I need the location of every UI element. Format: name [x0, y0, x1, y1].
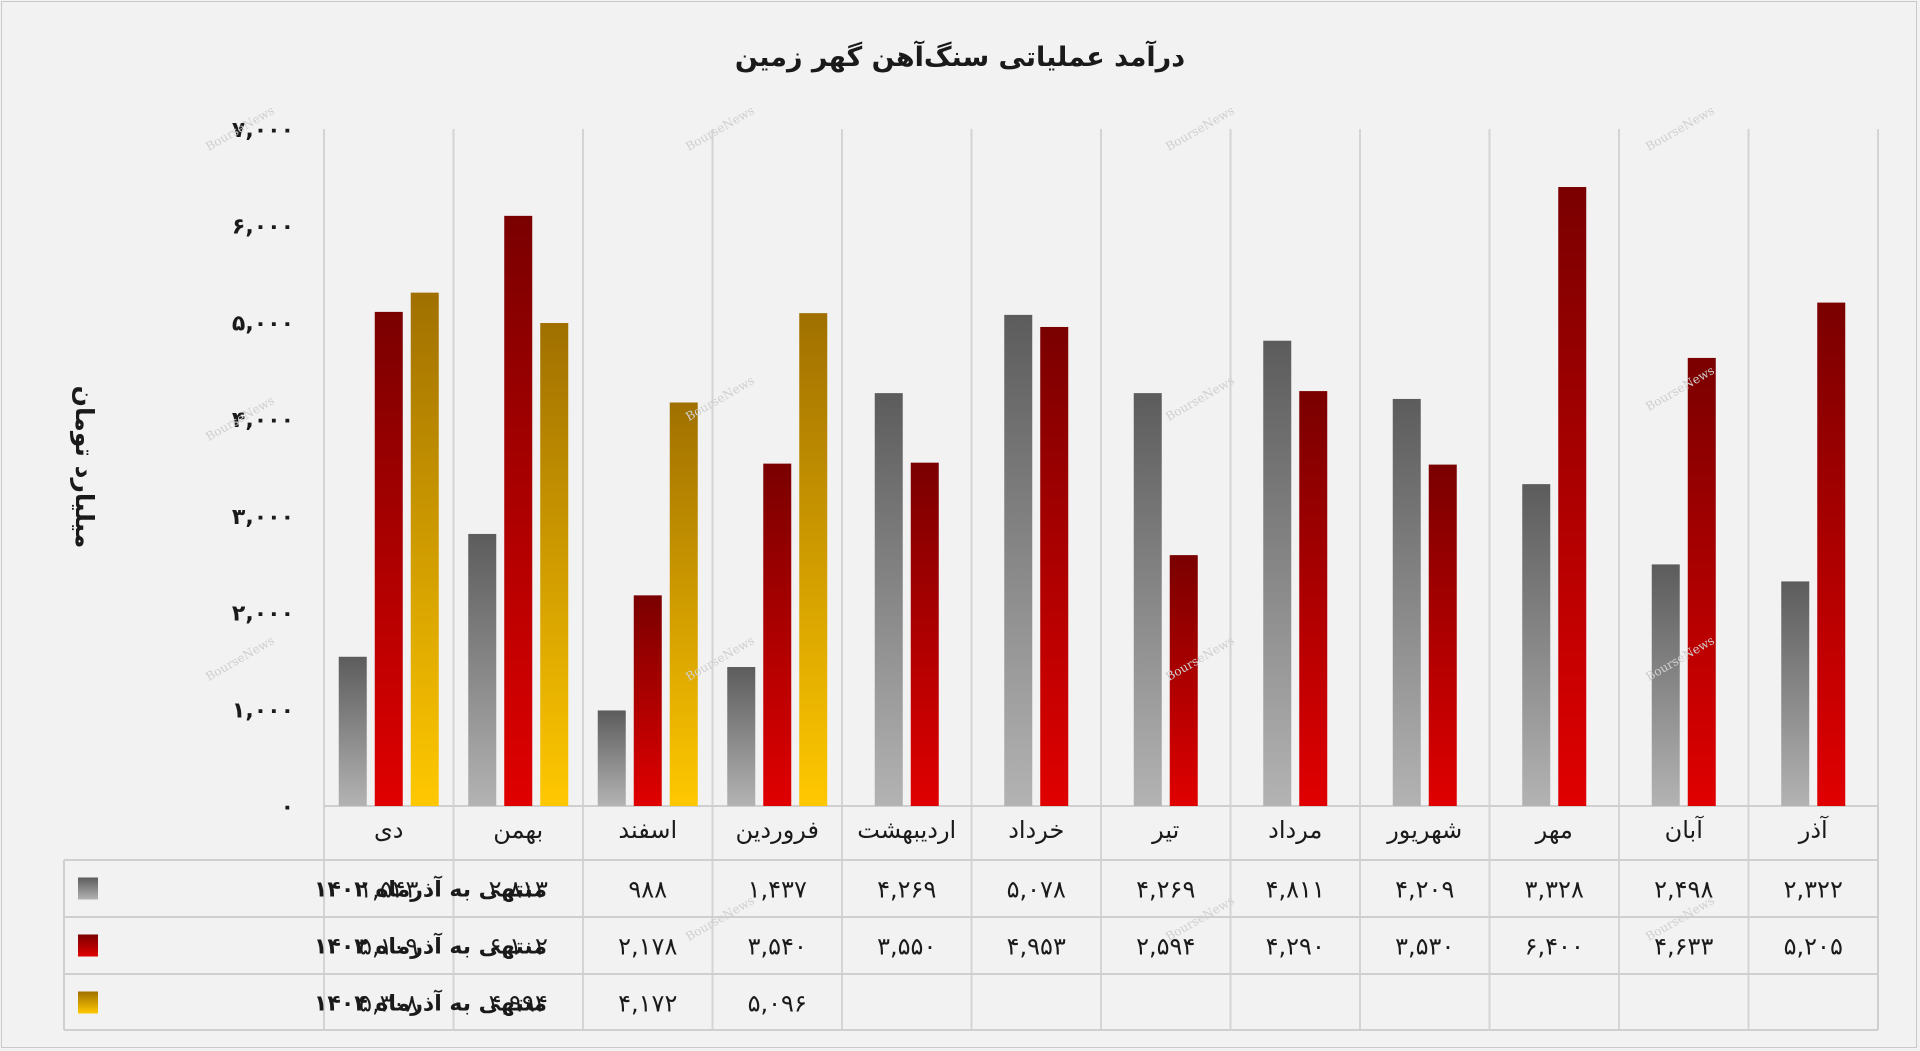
plot-area: ۰ ۱,۰۰۰ ۲,۰۰۰ ۳,۰۰۰ ۴,۰۰۰ ۵,۰۰۰ ۶,۰۰۰ ۷,۰۰۰ Bour…	[203, 103, 1879, 1030]
y-tick-label: ۱,۰۰۰	[232, 698, 294, 723]
x-tick-label: خرداد	[1008, 816, 1064, 844]
y-axis-label: میلیارد تومان	[69, 386, 99, 549]
y-tick-label: ۷,۰۰۰	[232, 118, 294, 143]
legend-entry-2: منتهی به آذرماه ۱۴۰۳	[314, 932, 547, 960]
data-label: ۱,۵۴۳	[359, 876, 418, 904]
data-label: ۴,۲۹۰	[1266, 933, 1325, 961]
bar-series-3-1	[540, 323, 569, 806]
bar-series-2-0	[374, 311, 403, 806]
bar-series-1-9	[1522, 484, 1551, 806]
x-tick-label: مرداد	[1268, 816, 1322, 844]
data-label: ۱,۴۳۷	[748, 876, 807, 904]
data-label: ۵,۳۰۸	[359, 990, 418, 1018]
y-tick-label: ۲,۰۰۰	[232, 602, 294, 627]
data-label: ۳,۳۲۸	[1525, 876, 1584, 904]
watermark-text: BourseNews	[683, 103, 757, 154]
data-label: ۴,۶۳۳	[1654, 933, 1713, 961]
x-tick-label: تیر	[1151, 816, 1179, 844]
watermark-text: BourseNews	[683, 893, 757, 944]
bar-series-2-9	[1558, 187, 1587, 806]
legend-entry-3: منتهی به آذرماه ۱۴۰۴	[314, 989, 547, 1017]
data-label: ۶,۴۰۰	[1525, 933, 1584, 961]
legend-swatch-1	[78, 877, 98, 900]
data-label: ۳,۵۳۰	[1395, 933, 1454, 961]
x-tick-label: آبان	[1665, 815, 1705, 844]
bar-series-2-2	[633, 595, 662, 806]
data-label: ۵,۰۹۶	[748, 990, 807, 1018]
bar-series-1-6	[1133, 393, 1162, 806]
y-tick-label: ۵,۰۰۰	[232, 311, 294, 336]
bar-series-2-5	[1040, 326, 1069, 806]
bar-series-2-4	[910, 462, 939, 806]
x-tick-label: دی	[374, 816, 403, 844]
bar-series-2-1	[504, 215, 533, 806]
data-label: ۴,۹۵۳	[1007, 933, 1066, 961]
data-label: ۴,۲۰۹	[1395, 876, 1454, 904]
data-table: دی بهمن اسفند فروردین اردیبهشت خرداد تیر مرداد ش…	[63, 806, 1879, 1031]
watermark-text: BourseNews	[1643, 103, 1717, 154]
data-label: ۲,۵۹۴	[1136, 933, 1195, 961]
x-tick-label: آذر	[1798, 815, 1829, 844]
bar-series-3-0	[410, 292, 439, 806]
bar-series-1-3	[727, 667, 756, 806]
legend-swatch-3	[78, 991, 98, 1014]
data-label: ۵,۰۷۸	[1007, 876, 1066, 904]
bar-series-1-0	[338, 656, 367, 806]
y-tick-label: ۰	[281, 795, 294, 820]
bar-series-2-8	[1428, 464, 1457, 806]
data-label: ۳,۵۴۰	[748, 933, 807, 961]
watermark-text: BourseNews	[683, 373, 757, 424]
watermark-text: BourseNews	[1163, 373, 1237, 424]
x-tick-label: بهمن	[493, 816, 543, 844]
chart-title: درآمد عملیاتی سنگ‌آهن گهر زمین	[735, 40, 1185, 73]
y-tick-label: ۶,۰۰۰	[232, 215, 294, 240]
data-label: ۲,۸۱۳	[489, 876, 548, 904]
x-tick-label: اسفند	[618, 816, 677, 844]
x-tick-label: شهریور	[1386, 816, 1462, 844]
data-label: ۴,۲۶۹	[1136, 876, 1195, 904]
data-label: ۶,۱۰۲	[489, 933, 548, 961]
bar-series-1-2	[597, 710, 626, 806]
watermark-text: BourseNews	[203, 633, 277, 684]
y-tick-label: ۳,۰۰۰	[232, 505, 294, 530]
bar-series-2-3	[763, 463, 792, 806]
data-label: ۳,۵۵۰	[877, 933, 936, 961]
bar-series-2-7	[1299, 391, 1328, 806]
data-label: ۴,۹۹۴	[489, 990, 548, 1018]
bar-series-3-2	[669, 402, 698, 806]
legend-swatch-2	[78, 934, 98, 957]
bar-series-3-3	[799, 313, 828, 806]
data-label: ۴,۱۷۲	[618, 990, 677, 1018]
data-label: ۲,۴۹۸	[1654, 876, 1713, 904]
bar-series-1-10	[1651, 564, 1680, 806]
x-tick-label: مهر	[1535, 816, 1573, 844]
bar-series-2-10	[1687, 357, 1716, 806]
data-label: ۲,۱۷۸	[618, 933, 677, 961]
data-label: ۴,۲۶۹	[877, 876, 936, 904]
data-label: ۲,۳۲۲	[1784, 876, 1843, 904]
bar-series-1-4	[874, 393, 903, 806]
bar-series-1-7	[1263, 340, 1292, 806]
legend-entry-1: منتهی به آذرماه ۱۴۰۲	[314, 875, 547, 903]
x-tick-label: فروردین	[735, 816, 819, 844]
y-tick-label: ۴,۰۰۰	[232, 408, 294, 433]
bar-series-1-8	[1392, 398, 1421, 806]
bar-series-1-5	[1004, 314, 1033, 806]
bar-series-1-1	[468, 533, 497, 806]
bar-series-2-11	[1817, 302, 1846, 806]
watermark-text: BourseNews	[1163, 103, 1237, 154]
data-label: ۵,۱۰۹	[359, 933, 418, 961]
bar-series-2-6	[1169, 555, 1198, 806]
bar-series-1-11	[1781, 581, 1810, 806]
data-label: ۹۸۸	[628, 876, 667, 904]
data-label: ۴,۸۱۱	[1266, 876, 1325, 904]
x-tick-label: اردیبهشت	[857, 816, 956, 844]
data-label: ۵,۲۰۵	[1784, 933, 1843, 961]
